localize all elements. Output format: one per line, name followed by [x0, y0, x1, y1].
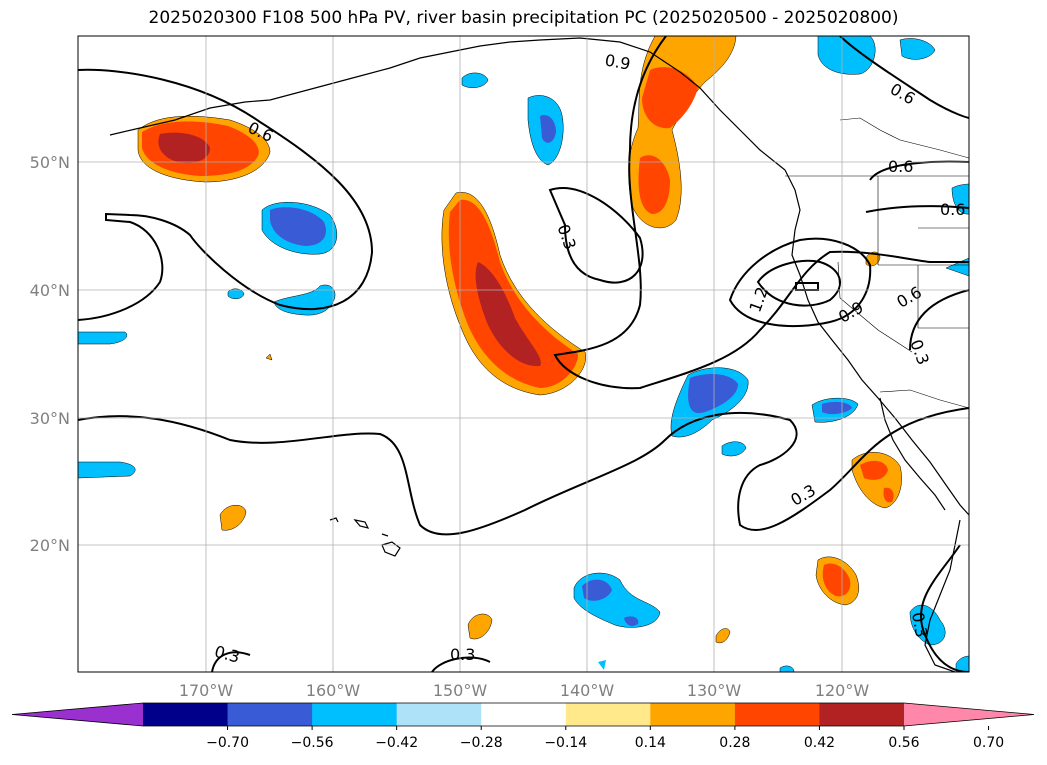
lat-label: 20°N — [30, 536, 70, 555]
pv-contour-line — [211, 651, 251, 672]
colorbar-tick-label: −0.28 — [460, 735, 503, 751]
pv-contour-line — [909, 289, 969, 351]
colorbar-bin — [481, 703, 567, 726]
contour-label: 0.3 — [450, 645, 475, 664]
colorbar-bin — [650, 703, 736, 726]
pv-contour-line — [431, 656, 491, 672]
latitude-labels: 50°N 40°N 30°N 20°N — [30, 153, 70, 555]
colorbar-bin — [734, 703, 820, 726]
mexico-border — [879, 389, 969, 409]
colorbar-bin — [565, 703, 651, 726]
colorbar-tick-label: −0.70 — [206, 735, 249, 751]
pv-contour-line — [756, 259, 842, 307]
lon-label: 140°W — [560, 681, 615, 700]
state-borders — [837, 117, 969, 353]
lon-label: 170°W — [179, 681, 234, 700]
contour-label: 0.6 — [940, 200, 965, 219]
colorbar-bin — [143, 703, 229, 726]
baja-california — [879, 397, 946, 511]
chart-title: 2025020300 F108 500 hPa PV, river basin … — [148, 8, 899, 28]
lon-label: 130°W — [687, 681, 742, 700]
pv-contour-line — [865, 205, 969, 213]
pv-contour-line — [78, 407, 969, 536]
contour-label: 0.9 — [603, 51, 631, 74]
colorbar-bin — [396, 703, 482, 726]
colorbar: −0.70 −0.56 −0.42 −0.28 −0.14 0.14 0.28 0.42 0.5… — [11, 702, 1035, 751]
coastlines — [109, 37, 969, 672]
map-frame — [77, 35, 970, 673]
colorbar-outline — [11, 702, 1035, 727]
gridlines — [78, 36, 969, 672]
colorbar-tick-label: 0.70 — [973, 735, 1004, 751]
colorbar-tick-label: −0.14 — [544, 735, 587, 751]
contour-label: 0.3 — [908, 611, 931, 639]
colorbar-tick-label: 0.28 — [719, 735, 750, 751]
colorbar-bin — [819, 703, 905, 726]
lon-label: 120°W — [815, 681, 870, 700]
hawaii-islands — [329, 517, 401, 557]
lat-label: 30°N — [30, 409, 70, 428]
pv-contour-line — [839, 36, 969, 119]
contour-label: 0.6 — [888, 157, 913, 176]
longitude-labels: 170°W 160°W 150°W 140°W 130°W 120°W — [179, 681, 870, 700]
west-coast-north-america — [784, 169, 969, 516]
lat-label: 50°N — [30, 153, 70, 172]
colorbar-tick-label: −0.56 — [291, 735, 334, 751]
alaska-coast — [109, 37, 786, 171]
colorbar-bin — [312, 703, 398, 726]
colorbar-extend-low — [12, 703, 143, 726]
colorbar-bin — [227, 703, 313, 726]
colorbar-tick-label: 0.42 — [804, 735, 835, 751]
pv-contour-line — [919, 544, 969, 672]
colorbar-tick-label: −0.42 — [375, 735, 418, 751]
colorbar-tick-label: 0.56 — [888, 735, 919, 751]
colorbar-extend-high — [904, 703, 1034, 726]
colorbar-tick-label: 0.14 — [635, 735, 666, 751]
pv-contour-line — [78, 68, 374, 321]
mexico-coast — [924, 519, 961, 672]
pv-contour-line — [728, 237, 872, 327]
lon-label: 150°W — [433, 681, 488, 700]
lon-label: 160°W — [306, 681, 361, 700]
lat-label: 40°N — [30, 281, 70, 300]
pv-contour-line — [548, 187, 644, 284]
